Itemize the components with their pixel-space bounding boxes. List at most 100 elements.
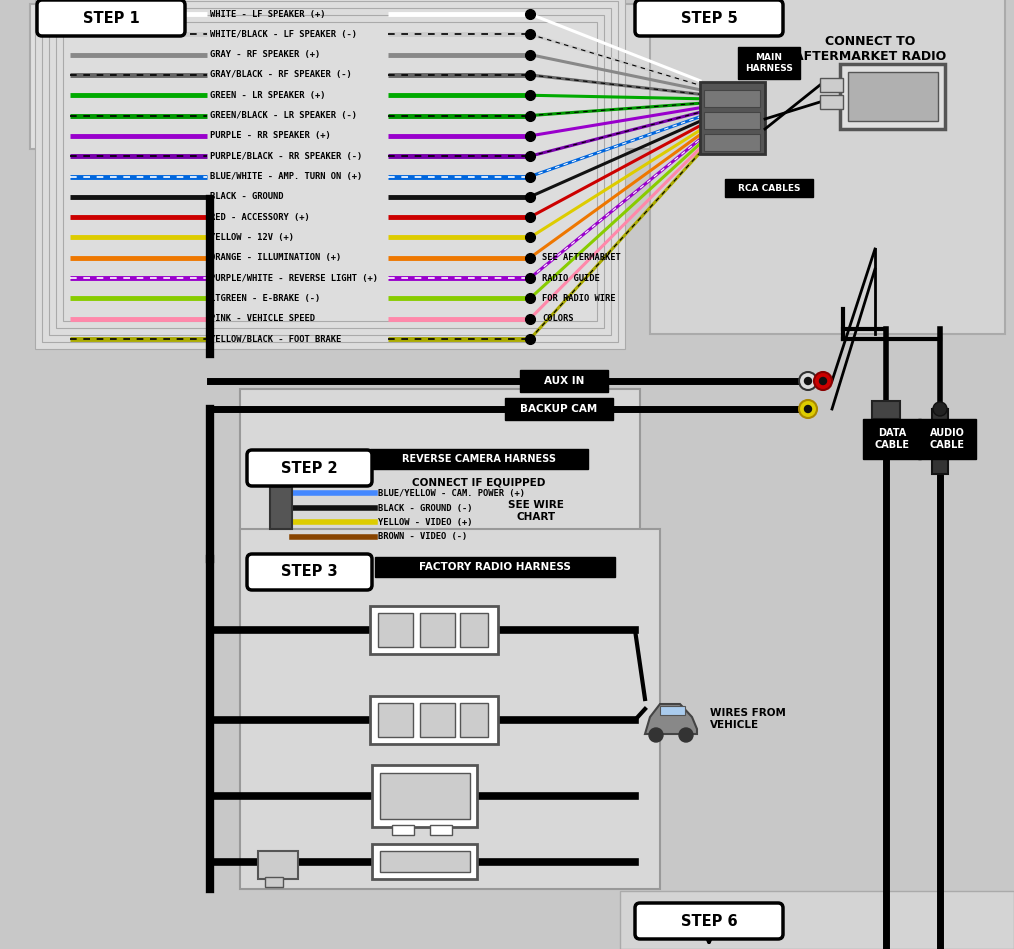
FancyBboxPatch shape: [37, 0, 185, 36]
Bar: [863, 419, 921, 459]
Text: FOR RADIO WIRE: FOR RADIO WIRE: [542, 294, 615, 303]
Bar: [265, 877, 283, 887]
Bar: [270, 487, 292, 529]
Text: RADIO GUIDE: RADIO GUIDE: [542, 273, 599, 283]
Bar: [378, 703, 413, 737]
Text: FACTORY RADIO HARNESS: FACTORY RADIO HARNESS: [419, 562, 571, 572]
Text: BLACK - GROUND: BLACK - GROUND: [210, 193, 284, 201]
Text: BLUE/WHITE - AMP. TURN ON (+): BLUE/WHITE - AMP. TURN ON (+): [210, 172, 362, 181]
Circle shape: [804, 378, 811, 384]
Text: MAIN
HARNESS: MAIN HARNESS: [745, 53, 793, 73]
Text: WHITE - LF SPEAKER (+): WHITE - LF SPEAKER (+): [210, 9, 325, 18]
Circle shape: [649, 728, 663, 742]
Bar: [49, 8, 611, 335]
Bar: [56, 15, 604, 328]
Bar: [380, 851, 470, 872]
Bar: [820, 78, 843, 92]
Bar: [848, 72, 938, 121]
Text: GREEN/BLACK - LR SPEAKER (-): GREEN/BLACK - LR SPEAKER (-): [210, 111, 357, 121]
Bar: [30, 4, 225, 149]
Circle shape: [799, 400, 817, 418]
Bar: [430, 825, 452, 835]
Text: SEE WIRE
CHART: SEE WIRE CHART: [508, 500, 564, 522]
Bar: [704, 134, 760, 151]
Bar: [704, 112, 760, 129]
Bar: [460, 703, 488, 737]
Bar: [872, 401, 900, 419]
Bar: [725, 179, 813, 197]
Circle shape: [799, 372, 817, 390]
Text: STEP 2: STEP 2: [281, 460, 338, 475]
Bar: [738, 47, 800, 79]
Bar: [840, 64, 945, 129]
Text: CONNECT TO
AFTERMARKET RADIO: CONNECT TO AFTERMARKET RADIO: [794, 35, 946, 63]
Bar: [420, 613, 455, 647]
Circle shape: [804, 405, 811, 413]
Text: STEP 6: STEP 6: [680, 914, 737, 928]
Bar: [372, 765, 477, 827]
Text: LTGREEN - E-BRAKE (-): LTGREEN - E-BRAKE (-): [210, 294, 320, 303]
Text: ORANGE - ILLUMINATION (+): ORANGE - ILLUMINATION (+): [210, 253, 342, 262]
FancyBboxPatch shape: [247, 554, 372, 590]
Text: GRAY/BLACK - RF SPEAKER (-): GRAY/BLACK - RF SPEAKER (-): [210, 70, 352, 80]
Bar: [380, 773, 470, 819]
Text: PURPLE/BLACK - RR SPEAKER (-): PURPLE/BLACK - RR SPEAKER (-): [210, 152, 362, 160]
Bar: [820, 95, 843, 109]
Text: GRAY - RF SPEAKER (+): GRAY - RF SPEAKER (+): [210, 50, 320, 59]
Bar: [700, 82, 765, 154]
Text: WHITE/BLACK - LF SPEAKER (-): WHITE/BLACK - LF SPEAKER (-): [210, 29, 357, 39]
Bar: [932, 409, 948, 474]
Circle shape: [814, 372, 832, 390]
FancyBboxPatch shape: [635, 903, 783, 939]
Text: REVERSE CAMERA HARNESS: REVERSE CAMERA HARNESS: [402, 454, 556, 464]
Bar: [520, 370, 608, 392]
Bar: [370, 449, 588, 469]
Text: BACKUP CAM: BACKUP CAM: [520, 404, 597, 414]
Text: BROWN - VIDEO (-): BROWN - VIDEO (-): [378, 532, 467, 542]
Circle shape: [933, 402, 947, 416]
Text: STEP 5: STEP 5: [680, 10, 737, 26]
Text: WIRES FROM
VEHICLE: WIRES FROM VEHICLE: [710, 708, 786, 730]
Text: AUX IN: AUX IN: [544, 376, 584, 386]
Text: BLACK - GROUND (-): BLACK - GROUND (-): [378, 504, 473, 512]
Bar: [918, 419, 976, 459]
Bar: [650, 0, 1005, 334]
Text: STEP 3: STEP 3: [281, 565, 338, 580]
Text: PINK - VEHICLE SPEED: PINK - VEHICLE SPEED: [210, 314, 315, 324]
Bar: [63, 22, 597, 321]
Bar: [660, 706, 685, 715]
Circle shape: [679, 728, 693, 742]
FancyBboxPatch shape: [635, 0, 783, 36]
Text: DATA
CABLE: DATA CABLE: [874, 428, 910, 450]
Bar: [258, 851, 298, 879]
Text: YELLOW - VIDEO (+): YELLOW - VIDEO (+): [378, 517, 473, 527]
Bar: [420, 703, 455, 737]
Text: AUDIO
CABLE: AUDIO CABLE: [930, 428, 964, 450]
Bar: [505, 398, 613, 420]
Text: STEP 1: STEP 1: [82, 10, 139, 26]
Bar: [620, 4, 980, 149]
Bar: [370, 696, 498, 744]
Bar: [704, 90, 760, 107]
Bar: [35, 0, 625, 349]
Text: RCA CABLES: RCA CABLES: [738, 183, 800, 193]
Text: PURPLE - RR SPEAKER (+): PURPLE - RR SPEAKER (+): [210, 131, 331, 140]
Text: YELLOW/BLACK - FOOT BRAKE: YELLOW/BLACK - FOOT BRAKE: [210, 334, 342, 344]
Text: YELLOW - 12V (+): YELLOW - 12V (+): [210, 233, 294, 242]
Bar: [392, 825, 414, 835]
Bar: [378, 613, 413, 647]
Text: GREEN - LR SPEAKER (+): GREEN - LR SPEAKER (+): [210, 91, 325, 100]
Bar: [372, 844, 477, 879]
Text: SEE AFTERMARKET: SEE AFTERMARKET: [542, 253, 621, 262]
Text: PURPLE/WHITE - REVERSE LIGHT (+): PURPLE/WHITE - REVERSE LIGHT (+): [210, 273, 378, 283]
Text: CONNECT IF EQUIPPED: CONNECT IF EQUIPPED: [413, 477, 546, 487]
Text: COLORS: COLORS: [542, 314, 574, 324]
Bar: [240, 389, 640, 559]
FancyBboxPatch shape: [247, 450, 372, 486]
Text: BLUE/YELLOW - CAM. POWER (+): BLUE/YELLOW - CAM. POWER (+): [378, 489, 525, 497]
Circle shape: [819, 378, 826, 384]
Bar: [42, 1, 618, 342]
Bar: [460, 613, 488, 647]
Bar: [375, 557, 615, 577]
Bar: [240, 529, 660, 889]
